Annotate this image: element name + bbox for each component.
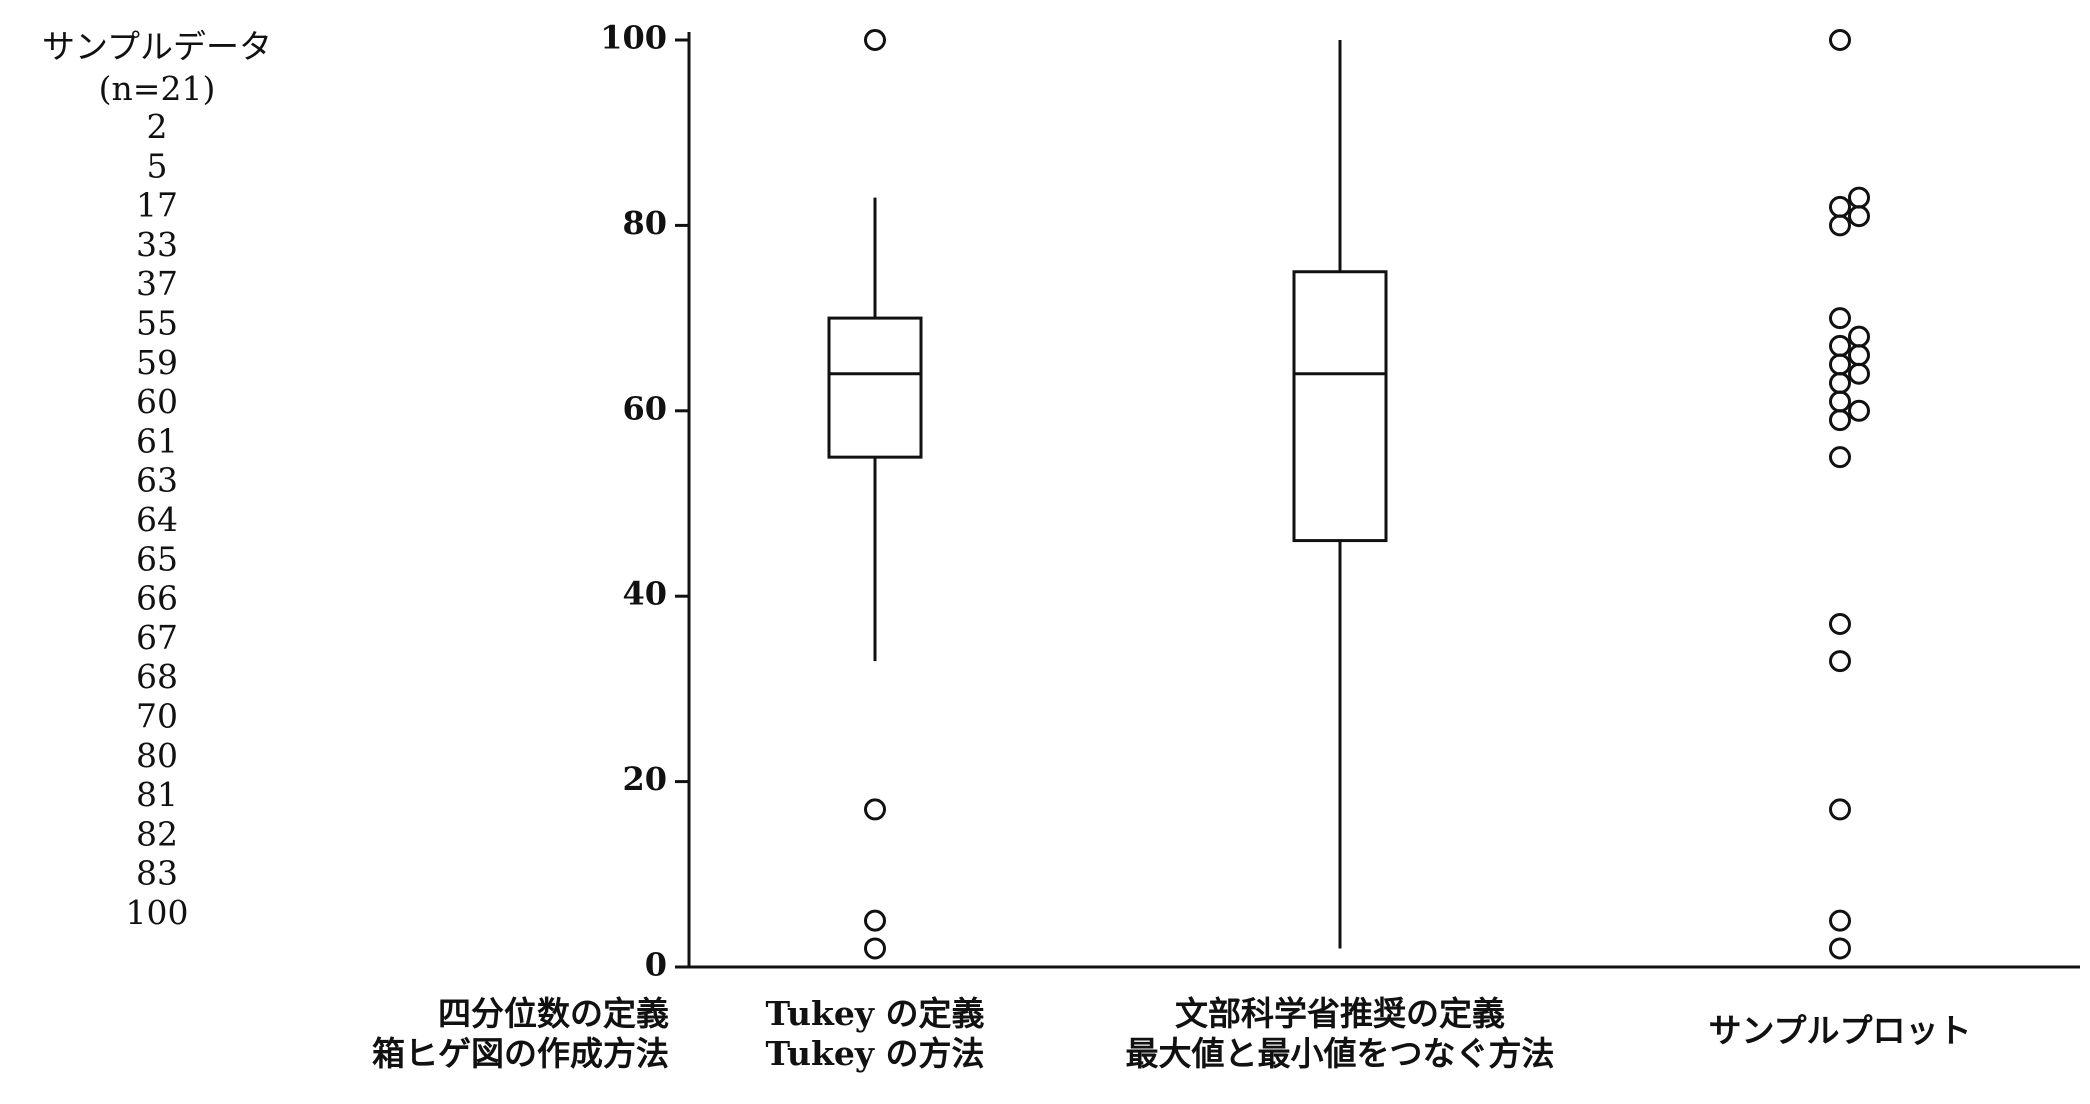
y-tick-label: 80 xyxy=(622,204,667,242)
sample-value: 65 xyxy=(136,539,178,578)
sample-point xyxy=(1829,937,1851,960)
y-tick-label: 40 xyxy=(622,575,667,613)
x-tick-label: 最大値と最小値をつなぐ方法 xyxy=(1126,1034,1555,1073)
sample-value: 5 xyxy=(147,146,168,185)
sample-value: 37 xyxy=(136,264,178,303)
sample-value: 2 xyxy=(147,107,168,146)
sample-value: 63 xyxy=(136,461,178,500)
sample-point xyxy=(1829,798,1851,821)
flier xyxy=(864,937,886,960)
sample-value: 81 xyxy=(136,775,178,814)
sample-point xyxy=(1829,307,1851,330)
x-tick-label: 文部科学省推奨の定義 xyxy=(1175,994,1505,1033)
row-header: 四分位数の定義 xyxy=(438,994,669,1033)
sample-point xyxy=(1829,390,1851,413)
x-tick-label: Tukey の方法 xyxy=(765,1034,984,1073)
sample-value: 55 xyxy=(136,304,178,343)
sample-value: 68 xyxy=(136,657,178,696)
sample-value: 83 xyxy=(136,854,178,893)
sample-point xyxy=(1829,613,1851,636)
y-tick-label: 60 xyxy=(622,389,667,427)
sample-value: 80 xyxy=(136,736,178,775)
sample-point xyxy=(1848,186,1870,209)
sample-value: 33 xyxy=(136,225,178,264)
sample-point xyxy=(1848,344,1870,367)
flier xyxy=(864,909,886,932)
sample-value: 64 xyxy=(136,500,178,539)
y-tick-label: 0 xyxy=(645,946,667,984)
sample-value: 70 xyxy=(136,697,178,736)
sample-point xyxy=(1848,205,1870,228)
sample-point xyxy=(1829,650,1851,673)
sample-value: 100 xyxy=(126,893,189,932)
sample-value: 17 xyxy=(136,186,178,225)
sample-value: 82 xyxy=(136,814,178,853)
sample-value: 67 xyxy=(136,618,178,657)
sample-point xyxy=(1829,446,1851,469)
x-tick-label: サンプルプロット xyxy=(1708,1011,1971,1050)
x-tick-label: Tukey の定義 xyxy=(765,994,984,1033)
box xyxy=(1292,270,1388,543)
sample-point xyxy=(1829,909,1851,932)
y-tick-label: 100 xyxy=(600,19,667,57)
sample-point xyxy=(1829,371,1851,394)
row-header: 箱ヒゲ図の作成方法 xyxy=(372,1034,669,1073)
sample-point xyxy=(1848,362,1870,385)
sample-title: サンプルデータ xyxy=(42,27,272,66)
sample-value: 60 xyxy=(136,382,178,421)
sample-value: 59 xyxy=(136,343,178,382)
sample-point xyxy=(1829,334,1851,357)
sample-value: 66 xyxy=(136,579,178,618)
sample-point xyxy=(1829,214,1851,237)
sample-n: (n=21) xyxy=(99,69,216,108)
flier xyxy=(864,798,886,821)
flier xyxy=(864,29,886,51)
box xyxy=(827,316,923,459)
sample-point xyxy=(1829,195,1851,218)
sample-point xyxy=(1848,325,1870,348)
sample-value: 61 xyxy=(136,421,178,460)
y-tick-label: 20 xyxy=(622,760,667,798)
sample-point xyxy=(1848,399,1870,422)
sample-point xyxy=(1829,353,1851,376)
sample-point xyxy=(1829,409,1851,432)
sample-point xyxy=(1829,29,1851,51)
